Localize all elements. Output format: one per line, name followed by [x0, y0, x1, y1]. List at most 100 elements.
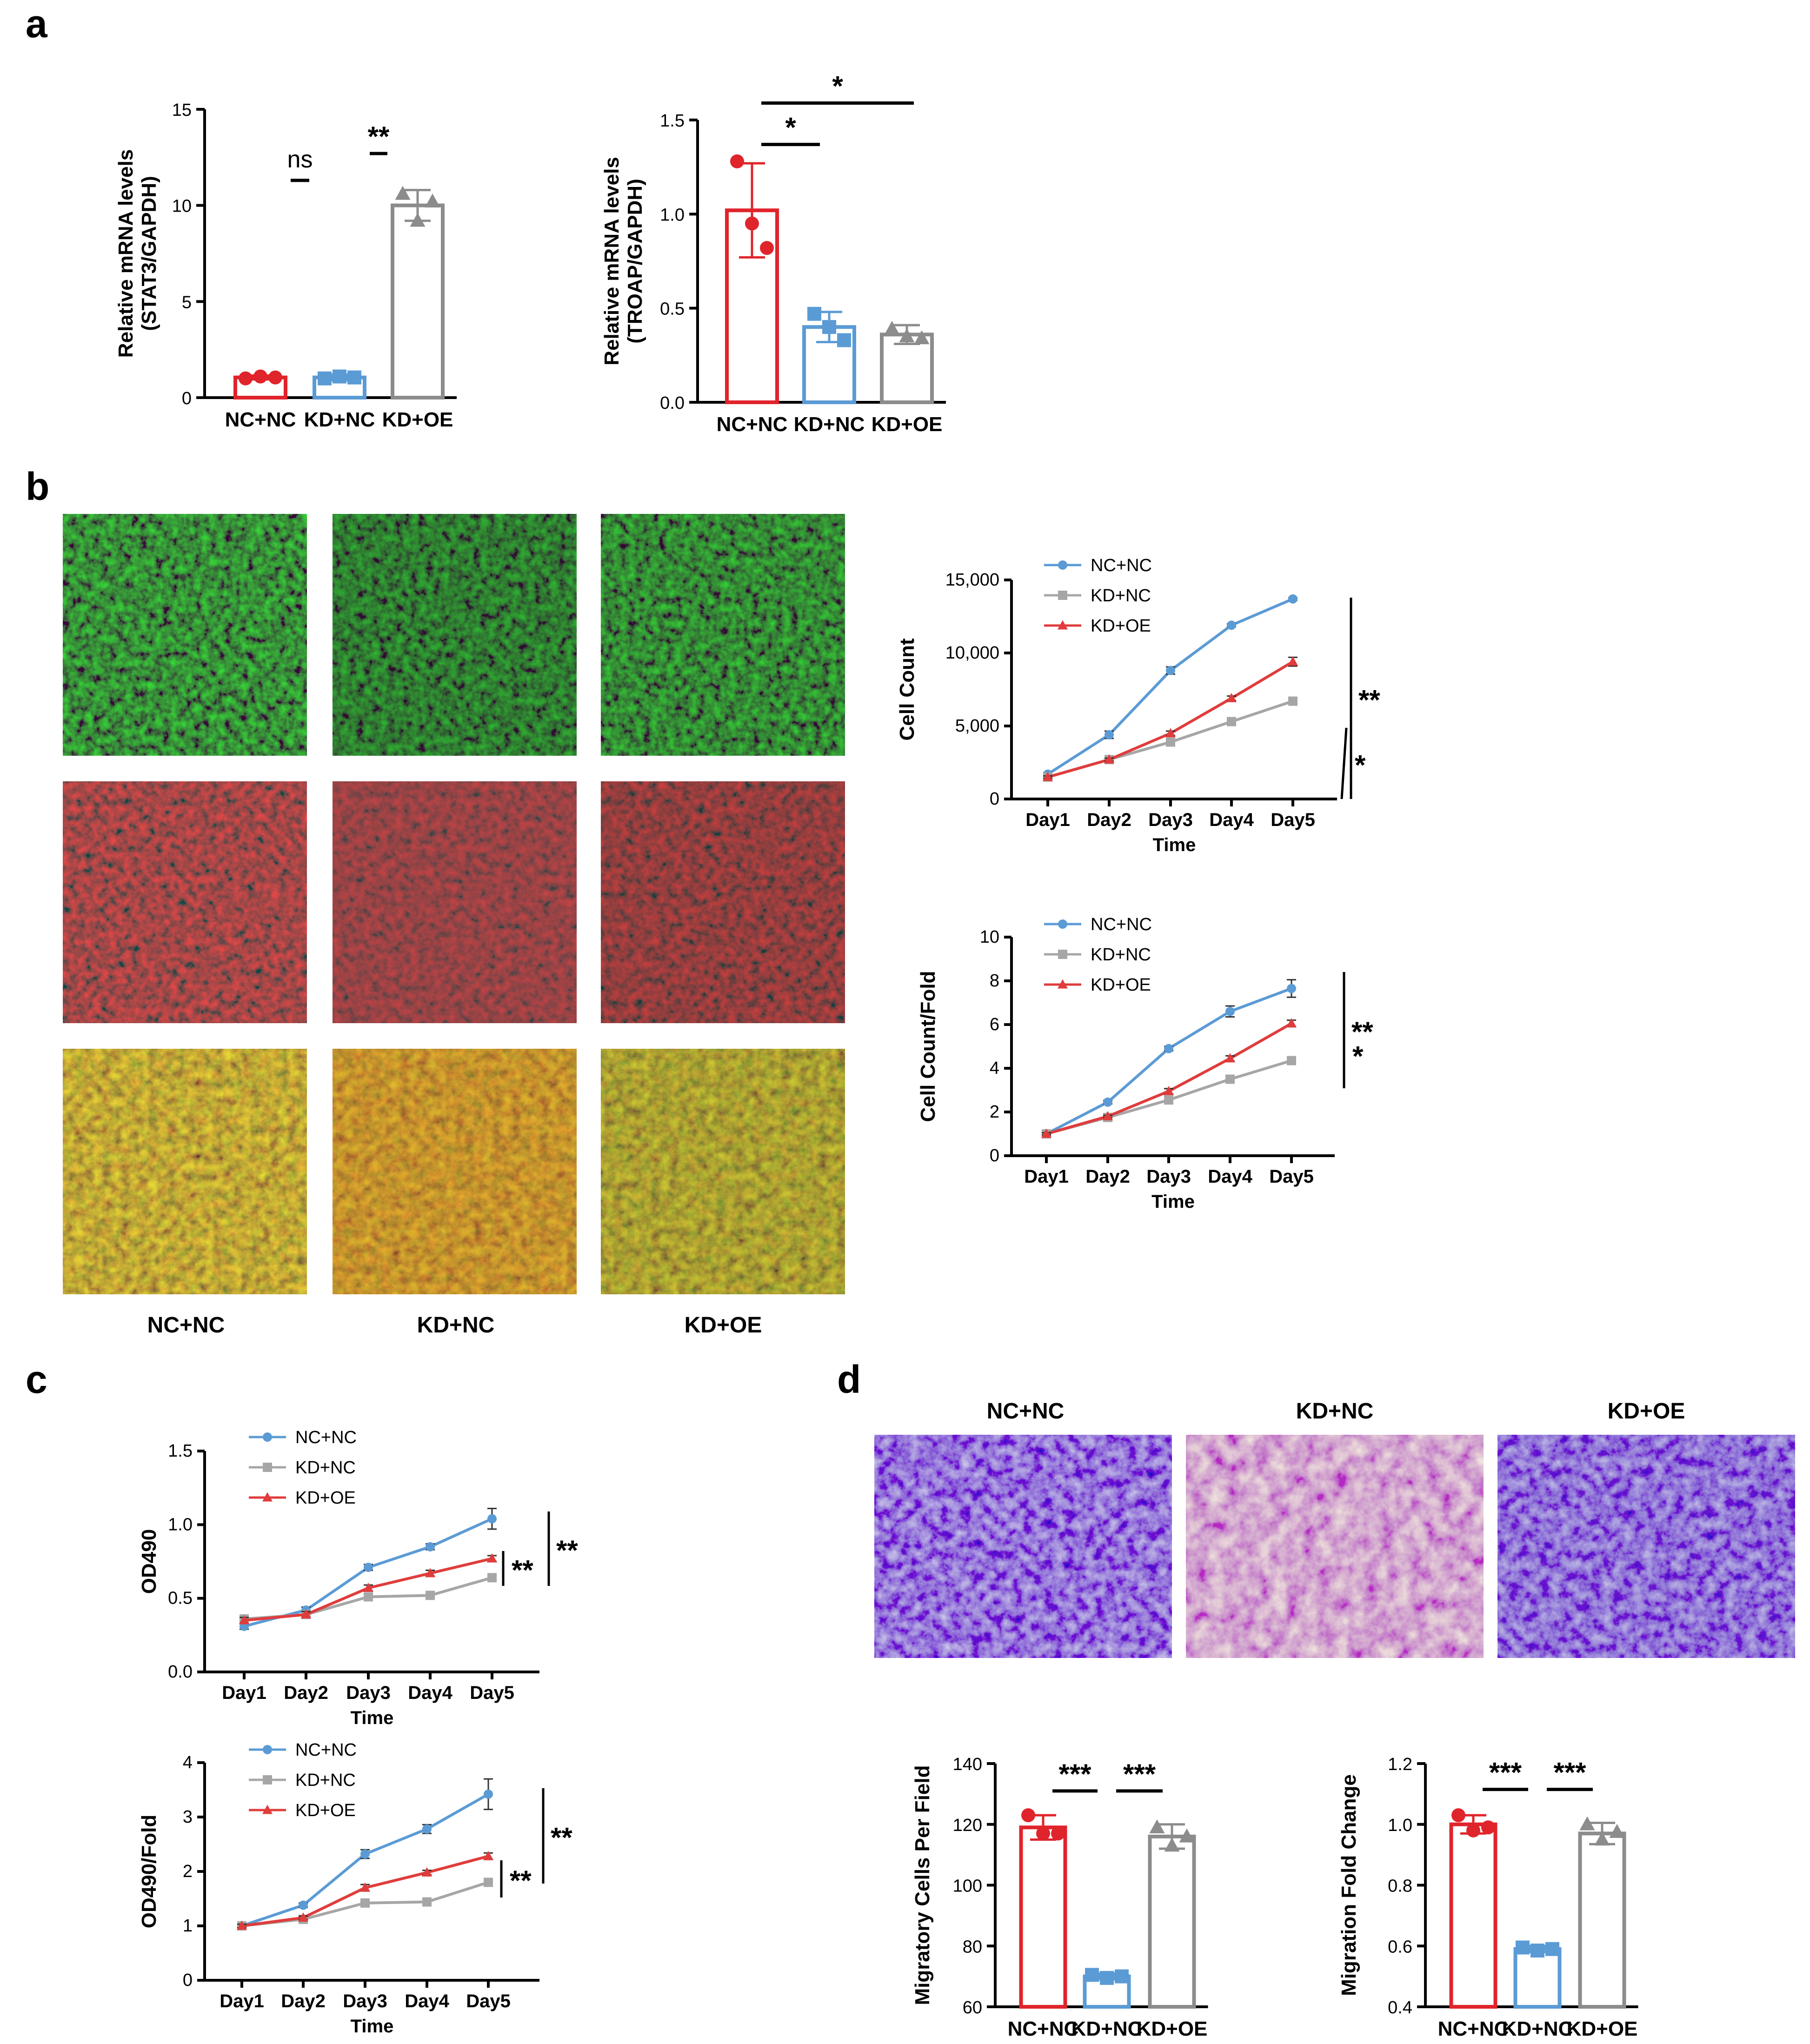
legend-marker — [262, 1804, 273, 1814]
significance-bracket — [1340, 727, 1348, 799]
image-green-kd-oe-texture — [601, 514, 845, 756]
x-tick-label: Day4 — [408, 1683, 452, 1703]
data-point — [1115, 1969, 1129, 1984]
data-point — [347, 370, 361, 385]
data-point — [1036, 1826, 1050, 1841]
data-point — [410, 213, 426, 227]
data-point — [364, 1563, 373, 1572]
legend-label: KD+NC — [1091, 945, 1151, 965]
y-tick-label: 10 — [172, 197, 192, 216]
data-point — [422, 1824, 432, 1834]
data-point — [884, 320, 900, 335]
x-axis-label: Time — [1151, 1192, 1195, 1212]
data-point — [426, 1591, 435, 1600]
significance-label: ** — [1358, 685, 1380, 716]
y-tick-label: 120 — [953, 1816, 982, 1835]
data-point — [1287, 984, 1296, 993]
series-line — [1047, 598, 1294, 776]
series-line — [244, 1517, 493, 1628]
legend-label: KD+NC — [295, 1458, 356, 1478]
significance-label: ** — [368, 121, 390, 152]
significance-label: ** — [512, 1555, 533, 1586]
x-axis-label: Time — [1153, 835, 1196, 855]
significance-label: *** — [1489, 1757, 1522, 1788]
panel-label-b: b — [26, 465, 49, 508]
data-point — [760, 241, 774, 255]
image-col-label-kd-nc: KD+NC — [417, 1313, 495, 1338]
legend-label: KD+OE — [1091, 975, 1151, 995]
y-tick-label: 2 — [990, 1102, 999, 1122]
y-tick-label: 4 — [990, 1059, 999, 1078]
data-point — [1225, 1074, 1235, 1084]
y-tick-label: 1.0 — [168, 1515, 193, 1534]
data-point — [1041, 1128, 1051, 1138]
chart-migratory-cells: 60 80 100 120 140 Migratory Cells Per Field NC… — [911, 1755, 1208, 2040]
transwell-image-kd-oe-texture — [1497, 1435, 1795, 1658]
transwell-image-kd-nc-texture — [1186, 1435, 1484, 1658]
x-tick-label: Day2 — [1087, 810, 1131, 830]
data-point — [1466, 1823, 1480, 1838]
significance-label: ns — [287, 146, 313, 173]
x-tick-label: Day4 — [405, 1991, 449, 2011]
data-point — [268, 370, 282, 385]
legend-label: KD+OE — [295, 1488, 356, 1508]
image-merge-kd-oe-texture — [601, 1049, 845, 1294]
legend-label: NC+NC — [295, 1740, 357, 1760]
x-tick-label: KD+OE — [1567, 2017, 1638, 2040]
data-point — [360, 1849, 370, 1859]
data-point — [1105, 730, 1114, 739]
x-tick-label: KD+NC — [794, 413, 865, 436]
legend-marker — [1058, 950, 1067, 959]
legend-marker — [1058, 591, 1067, 600]
transwell-image-row: NC+NC KD+NC KD+OE — [874, 1399, 1795, 1658]
data-point — [1288, 594, 1298, 604]
legend-label: NC+NC — [1091, 915, 1152, 934]
y-axis-label: Cell Count — [896, 638, 918, 740]
data-point — [1227, 717, 1236, 726]
x-axis-label: Time — [351, 2016, 394, 2037]
data-point — [745, 216, 759, 231]
data-point — [1594, 1831, 1610, 1846]
legend-label: KD+OE — [295, 1801, 356, 1820]
transwell-label-kd-oe: KD+OE — [1608, 1399, 1685, 1424]
image-red-nc-nc-texture — [63, 781, 307, 1023]
x-tick-label: KD+OE — [872, 413, 943, 436]
y-tick-label: 1.0 — [1388, 1816, 1412, 1835]
x-tick-label: Day5 — [470, 1683, 514, 1703]
significance-label: ** — [551, 1822, 572, 1853]
legend-label: KD+OE — [1091, 616, 1151, 636]
data-point — [426, 1542, 435, 1551]
fluorescence-image-grid: NC+NC KD+NC KD+OE — [63, 514, 845, 1338]
y-tick-label: 140 — [953, 1755, 982, 1774]
data-point — [807, 306, 821, 321]
data-point — [1481, 1820, 1495, 1835]
significance-label: * — [785, 112, 796, 143]
x-axis-label: Time — [351, 1708, 394, 1728]
x-tick-label: Day3 — [1148, 810, 1193, 830]
significance-label: ** — [1351, 1016, 1373, 1047]
y-tick-label: 3 — [183, 1807, 193, 1827]
x-tick-label: Day5 — [1269, 1166, 1314, 1187]
significance-label: * — [832, 71, 843, 102]
data-point — [487, 1553, 497, 1563]
legend-marker — [1058, 919, 1067, 929]
chart-stat3-mrna: 0 5 10 15 Relative mRNA levels (STAT3/GAPDH) N… — [114, 100, 457, 431]
data-point — [1516, 1940, 1530, 1955]
data-point — [425, 193, 440, 208]
bar — [1578, 1831, 1626, 2009]
data-point — [487, 1573, 497, 1583]
data-point — [1164, 1095, 1173, 1105]
chart-troap-mrna: 0.0 0.5 1.0 1.5 Relative mRNA levels (TROAP/G… — [600, 71, 946, 436]
data-point — [298, 1912, 308, 1922]
data-point — [1164, 1838, 1180, 1852]
image-merge-nc-nc-texture — [63, 1049, 307, 1294]
data-point — [1166, 737, 1175, 747]
y-axis-label: (STAT3/GAPDH) — [138, 176, 160, 331]
chart-cell-count-fold: 0 2 4 6 8 10 Day1 Day2 Day3 Day4 Day5 Time Cell Coun… — [917, 915, 1373, 1212]
data-point — [1164, 1085, 1174, 1095]
legend-label: KD+NC — [295, 1771, 356, 1790]
y-tick-label: 1.5 — [660, 111, 685, 131]
x-tick-label: Day1 — [220, 1991, 264, 2011]
y-tick-label: 1 — [183, 1916, 193, 1936]
legend-marker — [263, 1775, 272, 1784]
